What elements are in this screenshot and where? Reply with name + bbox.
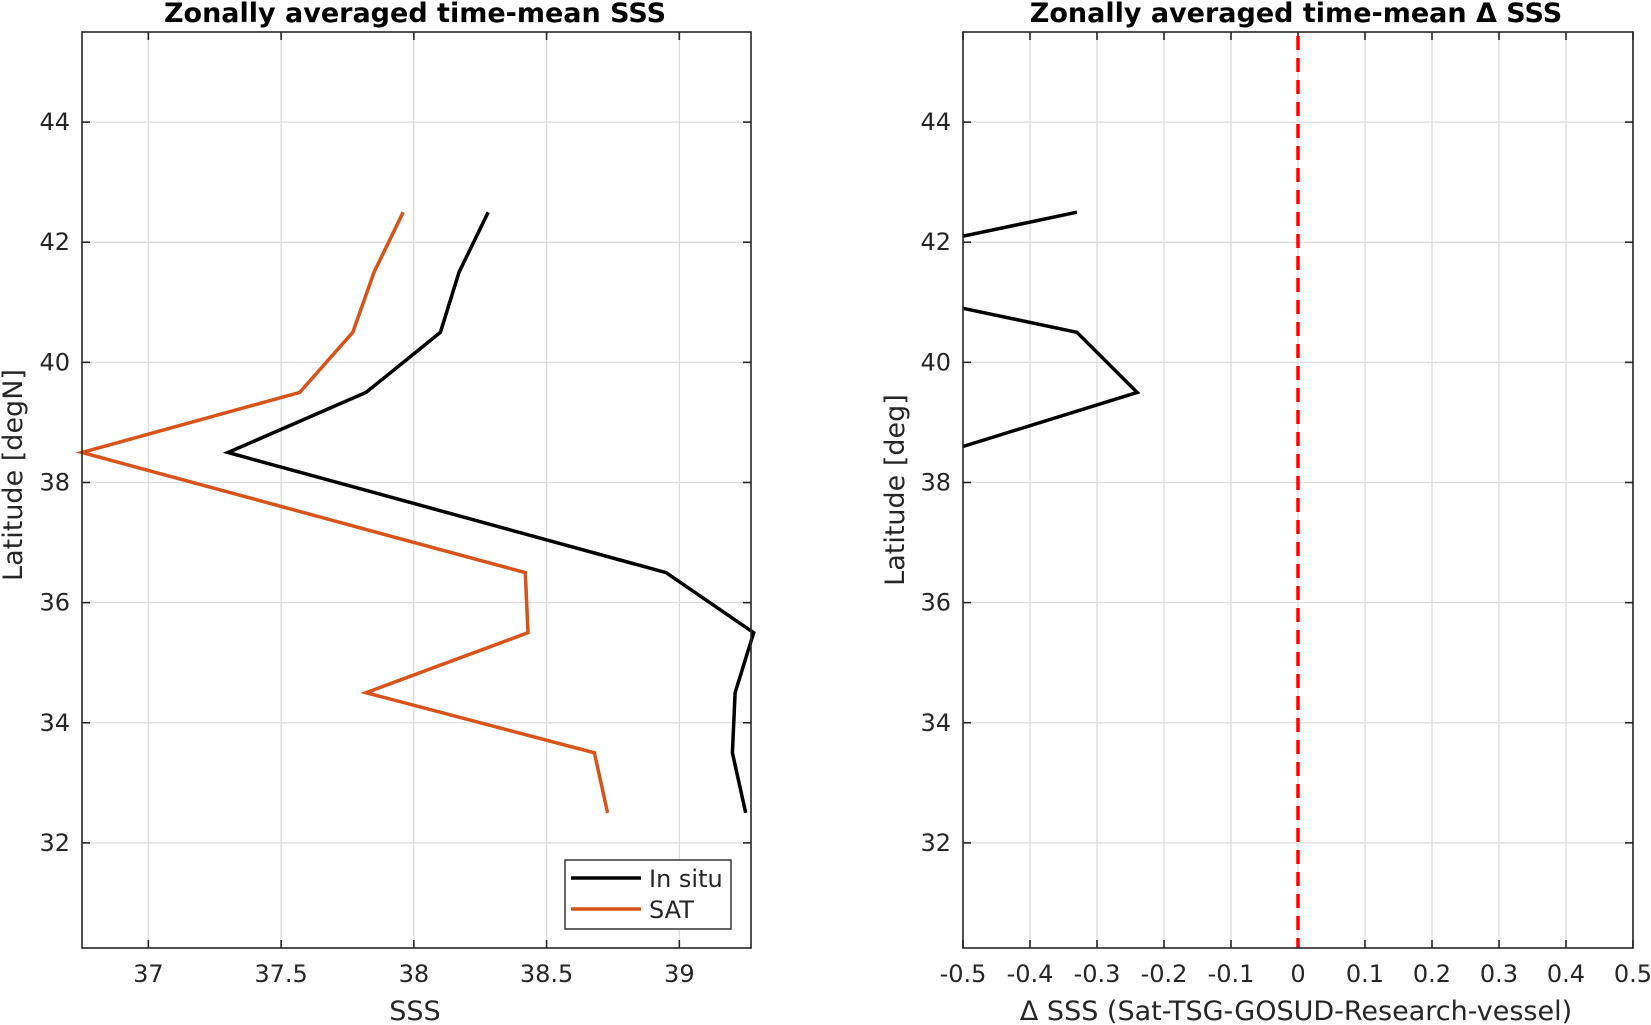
sss-x-tick-label: 38.5	[520, 960, 573, 988]
sss-x-axis-label: SSS	[389, 996, 440, 1025]
delta-sss-y-tick-label: 34	[920, 709, 951, 737]
delta-sss-y-tick-label: 38	[920, 468, 951, 496]
sss-y-tick-label: 32	[39, 829, 70, 857]
sss-x-tick-label: 38	[399, 960, 430, 988]
sss-y-tick-label: 34	[39, 709, 70, 737]
delta-sss-x-tick-label: 0.5	[1614, 960, 1651, 988]
sss-y-tick-label: 44	[39, 108, 70, 136]
delta-sss-x-tick-label: 0.2	[1413, 960, 1451, 988]
delta-sss-x-tick-label: 0.3	[1480, 960, 1518, 988]
delta-sss-x-tick-label: 0.1	[1346, 960, 1384, 988]
sss-axes-frame	[81, 31, 752, 949]
legend-label-in-situ: In situ	[649, 865, 723, 893]
sss-line-in-situ	[222, 211, 756, 814]
legend-box	[564, 859, 732, 930]
delta-sss-y-tick-label: 44	[920, 108, 951, 136]
sss-y-tick-label: 38	[39, 468, 70, 496]
sss-line-sat	[75, 211, 610, 814]
delta-sss-y-tick-label: 42	[920, 228, 951, 256]
sss-y-tick-label: 36	[39, 589, 70, 617]
delta-sss-chart-title: Zonally averaged time-mean Δ SSS	[1030, 0, 1562, 29]
delta-sss-y-tick-label: 36	[920, 589, 951, 617]
delta-sss-line-series-0	[962, 210, 1078, 238]
delta-sss-x-tick-label: -0.5	[940, 960, 987, 988]
delta-sss-panel: -0.5 -0.4 -0.3 -0.2 -0.1 0 0.1 0.2 0.3 0.4 0.5 32 34…	[880, 0, 1651, 1025]
sss-x-tick-label: 37	[133, 960, 164, 988]
sss-chart-title: Zonally averaged time-mean SSS	[164, 0, 666, 29]
sss-y-tick-label: 42	[39, 228, 70, 256]
legend: In situ SAT	[564, 859, 732, 930]
delta-sss-y-tick-label: 32	[920, 829, 951, 857]
sss-y-tick-label: 40	[39, 348, 70, 376]
delta-sss-x-tick-label: -0.3	[1074, 960, 1121, 988]
legend-label-sat: SAT	[649, 896, 694, 924]
delta-sss-y-axis-label: Latitude [deg]	[880, 394, 911, 586]
delta-sss-x-tick-label: -0.4	[1007, 960, 1054, 988]
sss-ticks: 37 37.5 38 38.5 39 32 34 36 38 40 42 44	[39, 32, 751, 988]
delta-sss-lines	[962, 36, 1300, 948]
delta-sss-x-axis-label: Δ SSS (Sat-TSG-GOSUD-Research-vessel)	[1020, 996, 1572, 1025]
delta-sss-y-tick-label: 40	[920, 348, 951, 376]
delta-sss-axes-frame	[962, 31, 1634, 949]
sss-panel: 37 37.5 38 38.5 39 32 34 36 38 40 42 44 Zonally ave…	[0, 0, 756, 1025]
sss-x-tick-label: 37.5	[254, 960, 307, 988]
delta-sss-line-series-0	[962, 306, 1141, 449]
sss-y-axis-label: Latitude [degN]	[0, 369, 29, 581]
delta-sss-x-tick-label: 0.4	[1547, 960, 1585, 988]
delta-sss-x-tick-label: 0	[1290, 960, 1305, 988]
sss-x-tick-label: 39	[664, 960, 695, 988]
delta-sss-x-tick-label: -0.2	[1141, 960, 1188, 988]
sss-lines	[75, 211, 756, 814]
sss-gridlines	[82, 32, 751, 948]
delta-sss-x-tick-label: -0.1	[1208, 960, 1255, 988]
delta-sss-ticks: -0.5 -0.4 -0.3 -0.2 -0.1 0 0.1 0.2 0.3 0.4 0.5 32 34…	[920, 32, 1651, 988]
